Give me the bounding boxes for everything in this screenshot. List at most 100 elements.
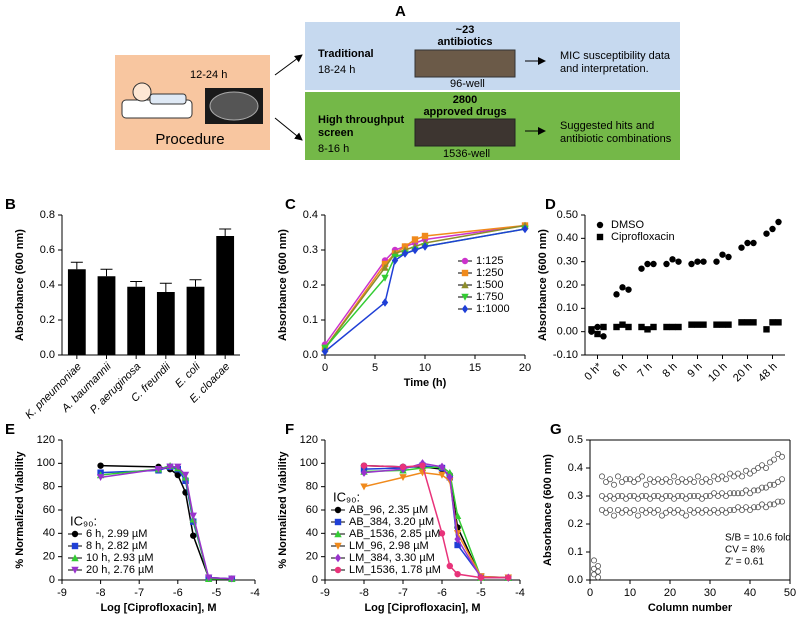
point: [707, 478, 714, 485]
point: [738, 244, 745, 251]
x-tick-label: -9: [57, 587, 67, 599]
point: [599, 473, 606, 480]
point: [360, 483, 368, 491]
x-tick-label: 20: [664, 587, 676, 599]
bar: [127, 286, 146, 355]
legend-title: IC₉₀:: [70, 513, 97, 528]
point: [639, 506, 646, 513]
point: [687, 476, 694, 483]
point: [763, 464, 770, 471]
point: [438, 471, 446, 479]
method-time: 18-24 h: [318, 64, 355, 76]
point: [360, 462, 368, 469]
point: [700, 321, 707, 328]
count: ~23: [456, 24, 475, 36]
point: [438, 530, 446, 537]
point: [695, 473, 702, 480]
point: [647, 495, 654, 502]
point: [181, 471, 190, 479]
point: [204, 574, 213, 582]
point: [695, 492, 702, 499]
point: [727, 506, 734, 513]
annotation: Z' = 0.61: [725, 557, 764, 568]
plate-image: [414, 49, 516, 78]
point: [454, 570, 461, 578]
legend-marker: [334, 542, 342, 550]
point: [639, 492, 646, 499]
point: [743, 504, 750, 511]
point: [505, 574, 512, 581]
point: [446, 473, 453, 482]
point: [759, 462, 766, 469]
legend-marker: [334, 530, 342, 538]
legend-marker: [461, 257, 469, 265]
method-time: 8-16 h: [318, 143, 349, 155]
point: [603, 478, 610, 485]
point: [521, 224, 529, 234]
point: [719, 506, 726, 513]
point: [725, 321, 732, 328]
point: [591, 557, 598, 564]
point: [663, 509, 670, 516]
y-tick-label: 20: [306, 551, 318, 563]
legend-marker: [71, 554, 79, 562]
x-axis-title: Column number: [648, 602, 733, 614]
panel-letter: A: [395, 3, 406, 20]
legend-label: AB_96, 2.35 µM: [349, 504, 428, 516]
x-tick-label: -5: [212, 587, 222, 599]
y-tick-label: 0.6: [40, 244, 55, 256]
point: [771, 481, 778, 488]
point: [625, 323, 632, 331]
legend-marker: [71, 542, 79, 550]
y-tick-label: 0: [49, 574, 55, 586]
x-tick-label: -5: [476, 587, 486, 599]
point: [775, 478, 782, 485]
y-tick-label: 0.0: [40, 349, 55, 361]
point: [744, 319, 751, 326]
point: [759, 484, 766, 491]
point: [623, 495, 630, 502]
annotation: S/B = 10.6 fold: [725, 533, 791, 544]
point: [727, 490, 734, 497]
point: [663, 492, 670, 499]
point: [771, 501, 778, 508]
bar: [156, 292, 175, 355]
y-tick-label: 0.50: [557, 209, 578, 221]
point: [627, 492, 634, 499]
point: [731, 506, 738, 513]
y-tick-label: 0.3: [568, 490, 583, 502]
point: [438, 462, 446, 472]
point: [631, 506, 638, 513]
series-line: [363, 471, 509, 579]
arrow: [274, 117, 303, 141]
point: [707, 509, 714, 516]
legend-marker: [461, 304, 469, 314]
point: [679, 492, 686, 499]
x-tick-label: -8: [96, 587, 106, 599]
y-tick-label: 0.2: [568, 518, 583, 530]
point: [647, 476, 654, 483]
legend-label: 8 h, 2.82 µM: [86, 540, 147, 552]
point: [594, 323, 601, 331]
point: [650, 260, 657, 268]
point: [725, 253, 732, 261]
series-line: [363, 462, 509, 579]
y-tick-label: 0.4: [303, 209, 318, 221]
point: [651, 478, 658, 485]
x-tick-label: 10: [419, 362, 431, 374]
point: [627, 476, 634, 483]
point: [671, 509, 678, 516]
series-line: [363, 466, 509, 579]
point: [723, 476, 730, 483]
legend-marker: [334, 506, 342, 514]
point: [769, 319, 776, 326]
x-tick-label: 50: [784, 587, 796, 599]
point: [699, 478, 706, 485]
y-tick-label: 40: [306, 527, 318, 539]
y-tick-label: 0.5: [568, 434, 583, 446]
point: [419, 462, 426, 469]
point: [703, 506, 710, 513]
plate-name: 96-well: [450, 78, 485, 90]
point: [623, 506, 630, 513]
